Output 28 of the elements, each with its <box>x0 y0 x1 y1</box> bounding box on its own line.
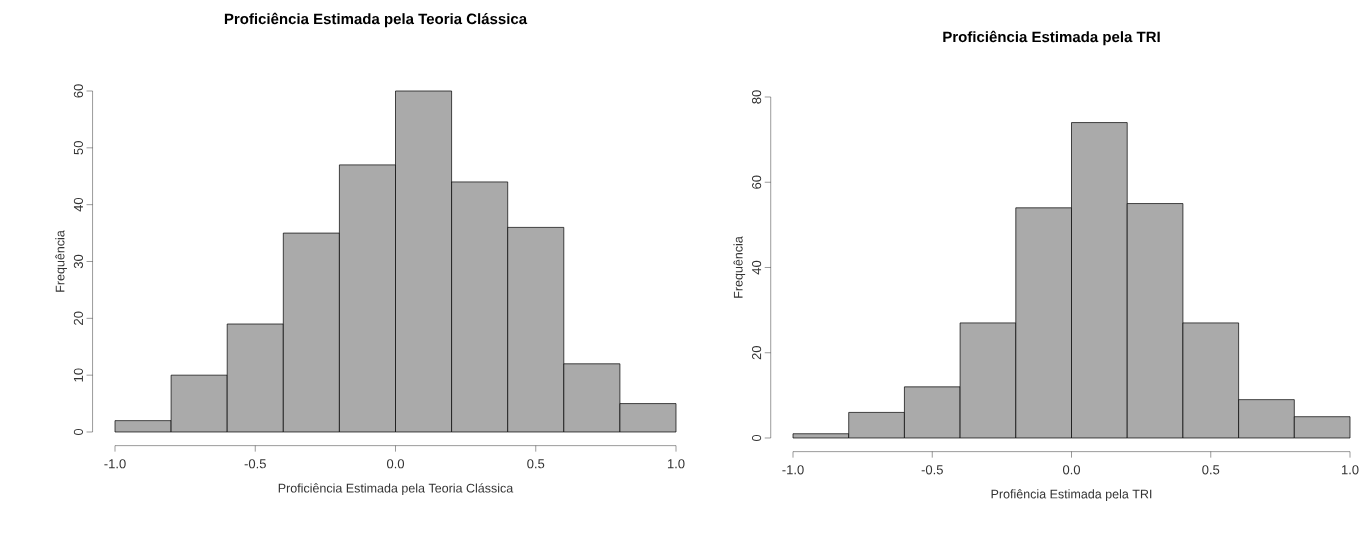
x-tick-label: 1.0 <box>1341 465 1359 475</box>
y-tick-label: 20 <box>73 311 84 325</box>
y-tick-label: 40 <box>751 260 762 275</box>
y-axis-title: Frequência <box>55 230 67 292</box>
x-tick-label: 0.0 <box>1062 465 1081 475</box>
y-tick-label: 30 <box>73 254 84 269</box>
x-tick-label: 1.0 <box>667 459 685 469</box>
x-tick-label: 0.0 <box>386 459 405 469</box>
x-axis-title: Proficiência Estimada pela Teoria Clássica <box>278 483 514 496</box>
chart-title: Proficiência Estimada pela TRI <box>943 30 1160 46</box>
x-tick-label: -1.0 <box>104 459 126 469</box>
x-tick-label: -0.5 <box>244 459 266 469</box>
y-tick-label: 80 <box>751 90 762 104</box>
y-tick-label: 60 <box>73 84 84 98</box>
y-tick-label: 20 <box>751 346 762 360</box>
chart-title: Proficiência Estimada pela Teoria Clássica <box>224 12 528 28</box>
x-tick-label: 0.5 <box>527 459 545 469</box>
y-tick-label: 40 <box>73 197 84 212</box>
y-axis-title: Frequência <box>733 236 746 298</box>
x-tick-label: -0.5 <box>921 465 943 475</box>
x-tick-label: -1.0 <box>782 465 804 475</box>
y-tick-label: 60 <box>751 175 762 189</box>
y-tick-label: 10 <box>73 368 84 382</box>
x-axis-title: Profiência Estimada pela TRI <box>991 489 1152 501</box>
y-tick-label: 0 <box>751 434 762 442</box>
x-tick-label: 0.5 <box>1202 465 1220 475</box>
y-tick-label: 50 <box>73 141 84 155</box>
y-tick-label: 0 <box>73 428 84 436</box>
